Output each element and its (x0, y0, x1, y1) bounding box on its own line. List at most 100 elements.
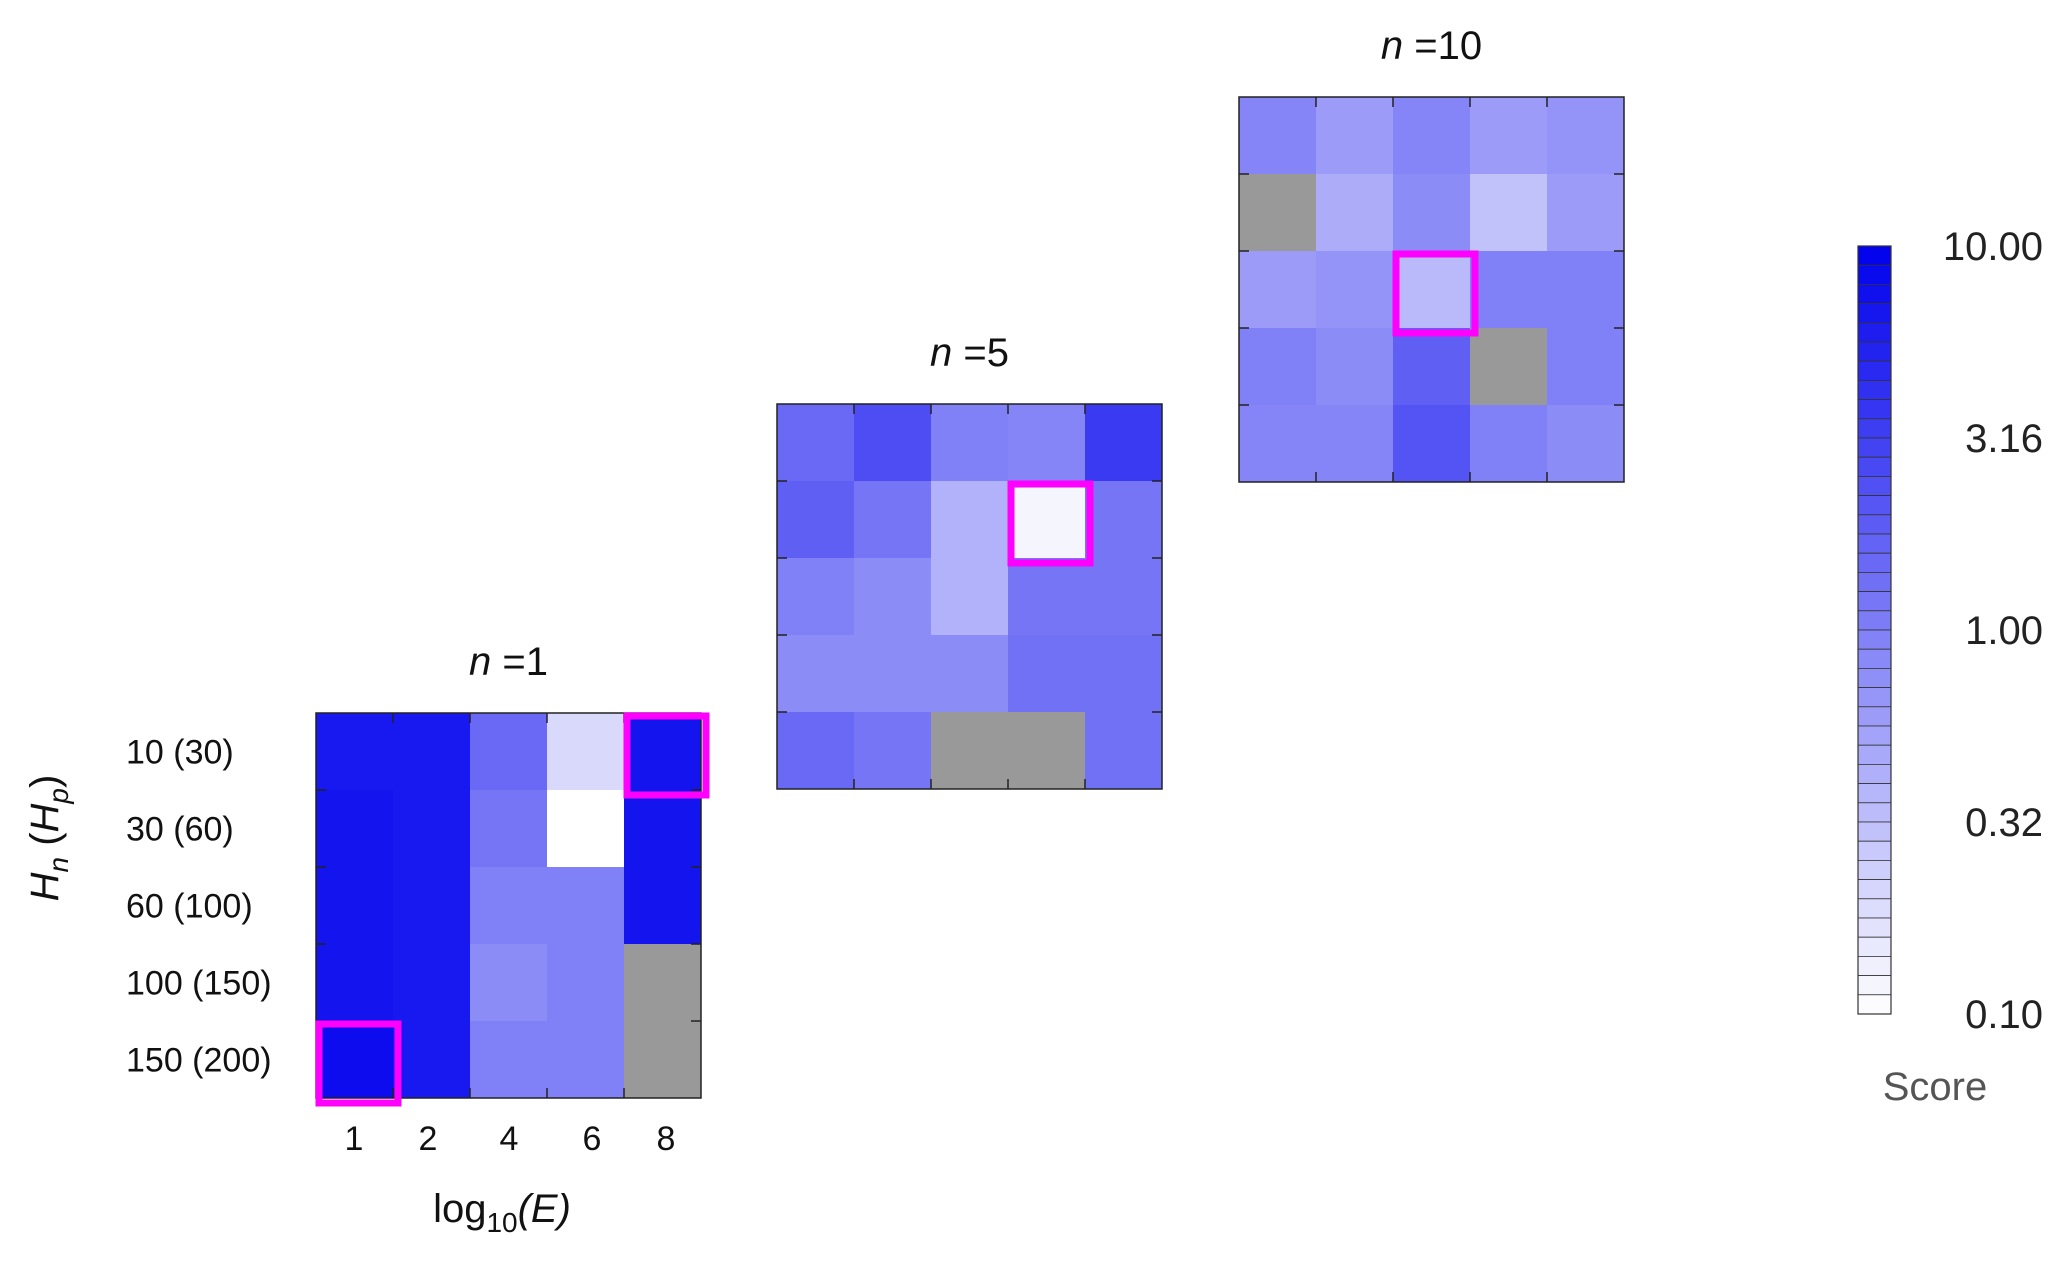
heatmap-cell (1085, 558, 1162, 635)
colorbar-step (1857, 322, 1892, 343)
colorbar-step (1857, 283, 1892, 304)
x-tick-label: 4 (500, 1120, 519, 1158)
heatmap-cell (777, 712, 854, 789)
heatmap-cell (1008, 635, 1085, 712)
colorbar-step (1857, 802, 1892, 823)
heatmap-cell (316, 867, 393, 944)
heatmap-cell (777, 635, 854, 712)
heatmap-cell (1547, 174, 1624, 251)
colorbar-frame (1857, 245, 1892, 1015)
colorbar-step (1857, 687, 1892, 708)
heatmap-panel: n =1 1 2 4 6 8 10 (30) 30 (60) 60 (100) 100 (150)… (126, 640, 710, 1158)
heatmap-cell (1239, 405, 1316, 482)
colorbar-step (1857, 514, 1892, 535)
colorbar-tick-label: 0.32 (1965, 801, 2043, 845)
colorbar-label: Score (1883, 1065, 1988, 1109)
colorbar-step (1857, 572, 1892, 593)
colorbar-step (1857, 360, 1892, 381)
heatmap-cell-missing (931, 712, 1008, 789)
heatmap-cell (1470, 97, 1547, 174)
colorbar-step (1857, 437, 1892, 458)
colorbar-step (1857, 744, 1892, 765)
heatmap-cell (1316, 97, 1393, 174)
heatmap-cell (1085, 404, 1162, 481)
heatmap-cell (393, 1021, 470, 1098)
colorbar-step (1857, 533, 1892, 554)
heatmap-cell (1316, 174, 1393, 251)
x-axis-title: log10(E) (433, 1187, 571, 1238)
colorbar-step (1857, 956, 1892, 977)
heatmap-cell (1085, 712, 1162, 789)
heatmap-cell (547, 790, 624, 867)
heatmap-cell (393, 867, 470, 944)
heatmap-cell (470, 1021, 547, 1098)
colorbar-step (1857, 341, 1892, 362)
y-tick-label: 30 (60) (126, 811, 234, 849)
heatmap-cell (1393, 251, 1470, 328)
colorbar-step (1857, 552, 1892, 573)
colorbar-step (1857, 783, 1892, 804)
colorbar-tick-label: 10.00 (1943, 225, 2043, 269)
heatmap-cell (470, 713, 547, 790)
colorbar-step (1857, 629, 1892, 650)
colorbar-step (1857, 975, 1892, 996)
heatmap-cell (854, 481, 931, 558)
heatmap-cell (1547, 405, 1624, 482)
y-axis-title: Hn (Hp) (23, 775, 74, 902)
colorbar-step (1857, 840, 1892, 861)
x-tick-label: 8 (657, 1120, 676, 1158)
y-tick-label: 150 (200) (126, 1042, 272, 1080)
colorbar-step (1857, 245, 1892, 266)
axes-layer: Hn (Hp) log10(E) (23, 775, 571, 1238)
colorbar-step (1857, 264, 1892, 285)
colorbar-step (1857, 821, 1892, 842)
colorbar-step (1857, 379, 1892, 400)
heatmap-cell (1393, 405, 1470, 482)
heatmap-cell (1239, 97, 1316, 174)
colorbar-tick-label: 0.10 (1965, 993, 2043, 1037)
heatmap-cell (624, 867, 701, 944)
heatmap-cell (1393, 328, 1470, 405)
heatmap-cell (316, 944, 393, 1021)
heatmap-cell (1470, 174, 1547, 251)
panel-title: n =5 (930, 331, 1009, 375)
heatmap-cell (1316, 405, 1393, 482)
heatmap-cell (1547, 251, 1624, 328)
colorbar-step (1857, 764, 1892, 785)
heatmap-cell (1085, 635, 1162, 712)
colorbar-tick-label: 3.16 (1965, 417, 2043, 461)
heatmap-cell (316, 790, 393, 867)
colorbar-steps (1857, 245, 1892, 1015)
heatmap-cell-missing (1008, 712, 1085, 789)
heatmap-cell (1239, 251, 1316, 328)
highlight-box (1007, 480, 1094, 567)
panel-frame (315, 712, 702, 1099)
x-tick-label: 1 (345, 1120, 364, 1158)
heatmap-cell (470, 944, 547, 1021)
heatmap-cell (1239, 328, 1316, 405)
heatmap-cell (316, 1021, 393, 1098)
heatmap-cell (547, 944, 624, 1021)
colorbar-step (1857, 591, 1892, 612)
heatmap-cell (393, 790, 470, 867)
heatmap-cell (1393, 97, 1470, 174)
heatmap-cell (624, 790, 701, 867)
colorbar: 10.00 3.16 1.00 0.32 0.10 Score (1857, 225, 2043, 1109)
heatmap-cell (470, 867, 547, 944)
heatmap-cell (393, 713, 470, 790)
colorbar-step (1857, 936, 1892, 957)
colorbar-step (1857, 668, 1892, 689)
colorbar-ticks: 10.00 3.16 1.00 0.32 0.10 (1943, 225, 2043, 1037)
y-tick-label: 100 (150) (126, 965, 272, 1003)
heatmap-cell (316, 713, 393, 790)
colorbar-step (1857, 725, 1892, 746)
colorbar-step (1857, 399, 1892, 420)
heatmap-cell (931, 404, 1008, 481)
heatmap-cell (854, 712, 931, 789)
heatmap-cell (547, 867, 624, 944)
heatmap-cell-missing (624, 944, 701, 1021)
x-tick-label: 6 (583, 1120, 602, 1158)
heatmap-cell (1008, 404, 1085, 481)
panel-frame (776, 403, 1163, 790)
panel-title: n =1 (469, 640, 548, 684)
